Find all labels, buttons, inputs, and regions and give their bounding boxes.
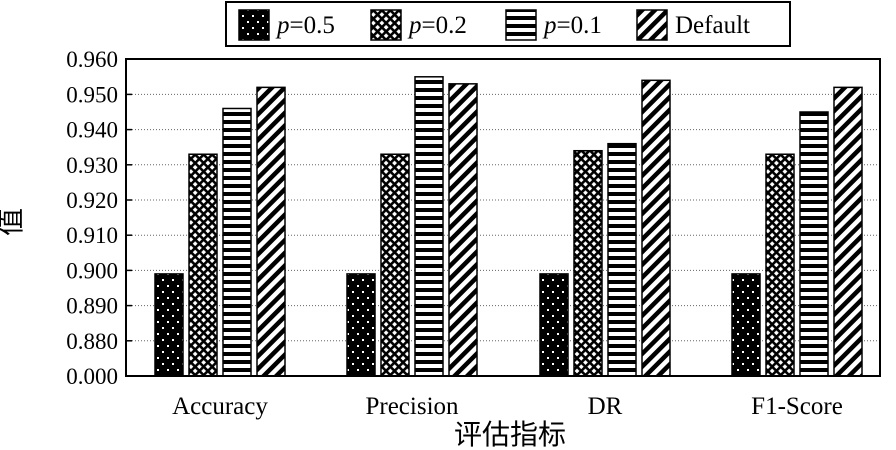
- y-tick-labels: 0.000 0.880 0.890 0.900 0.910 0.920 0.930 0.940…: [66, 47, 132, 389]
- bar-precision-series-2: [414, 76, 444, 377]
- legend-swatch-0: [238, 9, 270, 41]
- y-axis-label: 值: [0, 208, 27, 236]
- bars-group: [154, 76, 863, 377]
- y-tick-label: 0.890: [66, 294, 118, 319]
- y-tick-label: 0.920: [66, 188, 118, 213]
- y-tick-label: 0.900: [66, 258, 118, 283]
- bar-f1-score-series-3: [833, 86, 863, 377]
- x-tick-label: Accuracy: [172, 393, 268, 420]
- plot-frame: [125, 58, 881, 377]
- legend-label-0: p=0.5: [275, 12, 335, 39]
- y-tick-label: 0.880: [66, 329, 118, 354]
- y-tick-label: 0.930: [66, 153, 118, 178]
- bar-f1-score-series-2: [799, 111, 829, 377]
- legend-label-1: p=0.2: [407, 12, 467, 39]
- bar-dr-series-0: [539, 273, 569, 377]
- legend-swatch-3: [636, 9, 668, 41]
- legend-swatch-1: [370, 9, 402, 41]
- bar-f1-score-series-0: [731, 273, 761, 377]
- bar-f1-score-series-1: [765, 153, 795, 377]
- bar-precision-series-1: [380, 153, 410, 377]
- x-tick-labels: Accuracy Precision DR F1-Score: [172, 393, 843, 420]
- bar-dr-series-1: [573, 149, 603, 377]
- legend-swatch-2: [505, 9, 537, 41]
- x-axis-label: 评估指标: [454, 419, 566, 450]
- y-tick-label: 0.940: [66, 118, 118, 143]
- legend-label-2: p=0.1: [542, 12, 602, 39]
- y-tick-label: 0.000: [66, 364, 118, 389]
- bar-accuracy-series-1: [188, 153, 218, 377]
- legend: p=0.5 p=0.2 p=0.1 Default: [225, 1, 791, 47]
- bar-accuracy-series-2: [222, 107, 252, 377]
- bar-precision-series-3: [448, 83, 478, 377]
- y-tick-label: 0.950: [66, 82, 118, 107]
- bar-accuracy-series-0: [154, 273, 184, 377]
- bar-accuracy-series-3: [256, 86, 286, 377]
- y-tick-label: 0.910: [66, 223, 118, 248]
- x-tick-label: F1-Score: [751, 393, 843, 420]
- x-tick-label: Precision: [365, 393, 459, 420]
- bar-dr-series-2: [607, 142, 637, 377]
- x-tick-label: DR: [588, 393, 623, 420]
- bar-dr-series-3: [641, 79, 671, 377]
- legend-label-3: Default: [675, 12, 750, 39]
- y-tick-label: 0.960: [66, 47, 118, 72]
- bar-precision-series-0: [346, 273, 376, 377]
